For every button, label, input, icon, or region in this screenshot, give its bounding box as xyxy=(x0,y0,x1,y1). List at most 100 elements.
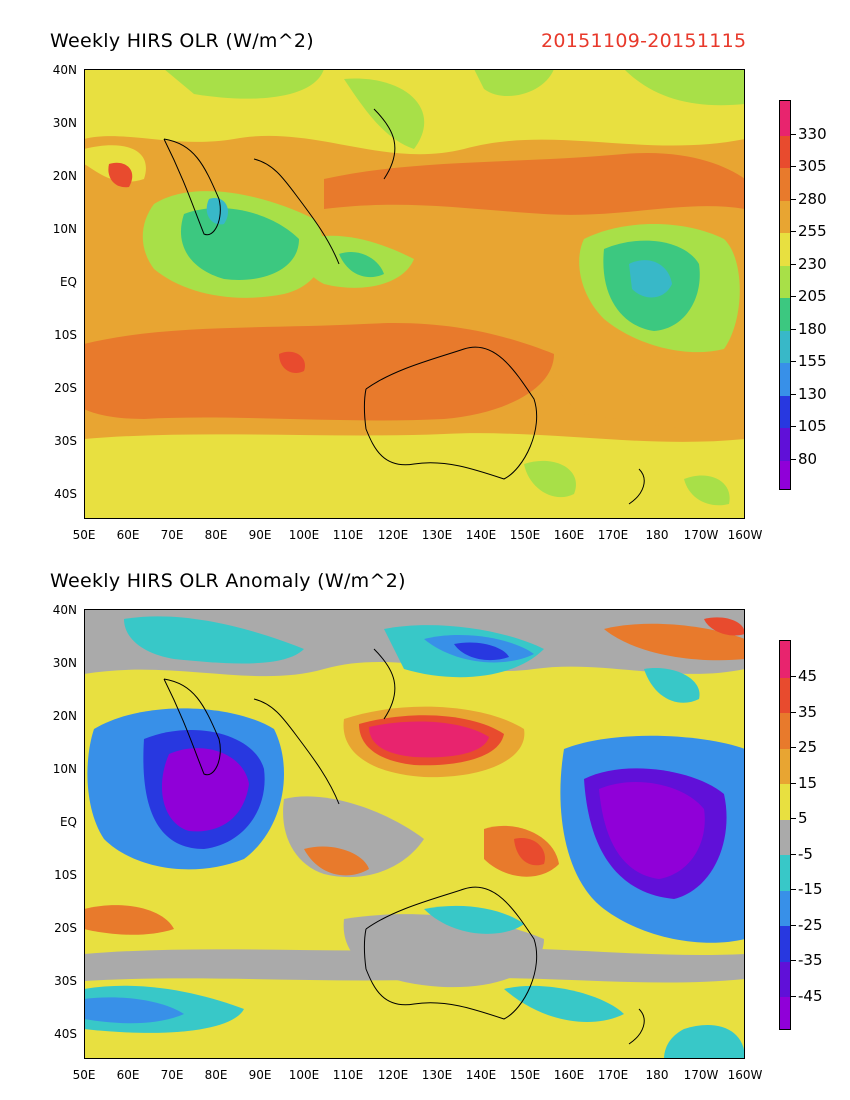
lon-label: 80E xyxy=(204,1068,228,1082)
colorbar-swatch xyxy=(780,784,790,820)
colorbar-label: 255 xyxy=(790,224,827,239)
olr-anomaly-map xyxy=(84,609,745,1059)
lon-label: 140E xyxy=(465,528,497,542)
lat-label: 20N xyxy=(52,169,77,183)
colorbar-label: -35 xyxy=(790,953,823,968)
lat-label: 30N xyxy=(52,656,77,670)
lon-label: 70E xyxy=(160,1068,184,1082)
lon-label: 70E xyxy=(160,528,184,542)
colorbar-label: 330 xyxy=(790,127,827,142)
colorbar-label: 5 xyxy=(790,811,808,826)
bottom-colorbar xyxy=(779,640,791,1030)
lon-label: 130E xyxy=(421,528,453,542)
lon-label: 140E xyxy=(465,1068,497,1082)
lon-label: 60E xyxy=(116,1068,140,1082)
lon-label: 90E xyxy=(248,1068,272,1082)
colorbar-swatch xyxy=(780,962,790,997)
colorbar-swatch xyxy=(780,855,790,891)
colorbar-label: 155 xyxy=(790,354,827,369)
lon-label: 60E xyxy=(116,528,140,542)
colorbar-swatch xyxy=(780,298,790,331)
lat-label: 40S xyxy=(54,1027,77,1041)
colorbar-label: 45 xyxy=(790,669,817,684)
colorbar-swatch xyxy=(780,997,790,1029)
lat-label: 20N xyxy=(52,709,77,723)
lon-label: 170E xyxy=(597,528,629,542)
lon-label: 50E xyxy=(72,1068,96,1082)
colorbar-swatch xyxy=(780,428,790,461)
lon-label: 150E xyxy=(509,528,541,542)
lon-label: 160E xyxy=(553,528,585,542)
lat-label: 20S xyxy=(54,381,77,395)
colorbar-swatch xyxy=(780,713,790,749)
lat-label: 10S xyxy=(54,868,77,882)
lat-label: 10N xyxy=(52,762,77,776)
lat-label: 30S xyxy=(54,434,77,448)
lon-label: 170E xyxy=(597,1068,629,1082)
colorbar-swatch xyxy=(780,101,790,136)
lat-label: EQ xyxy=(59,815,77,829)
lon-label: 180 xyxy=(645,1068,669,1082)
colorbar-swatch xyxy=(780,749,790,784)
colorbar-label: 205 xyxy=(790,289,827,304)
bottom-panel-title: Weekly HIRS OLR Anomaly (W/m^2) xyxy=(50,570,406,592)
lon-label: 130E xyxy=(421,1068,453,1082)
lat-label: 30N xyxy=(52,116,77,130)
colorbar-swatch xyxy=(780,678,790,713)
lat-label: 40N xyxy=(52,63,77,77)
lat-label: 40S xyxy=(54,487,77,501)
lat-label: 30S xyxy=(54,974,77,988)
colorbar-label: -5 xyxy=(790,847,813,862)
colorbar-label: 230 xyxy=(790,257,827,272)
lat-label: EQ xyxy=(59,275,77,289)
lon-label: 120E xyxy=(377,1068,409,1082)
colorbar-label: -45 xyxy=(790,989,823,1004)
colorbar-swatch xyxy=(780,168,790,201)
colorbar-swatch xyxy=(780,363,790,396)
colorbar-swatch xyxy=(780,820,790,855)
colorbar-label: 15 xyxy=(790,776,817,791)
lon-label: 110E xyxy=(332,528,364,542)
lon-label: 120E xyxy=(377,528,409,542)
colorbar-label: 180 xyxy=(790,322,827,337)
colorbar-label: 305 xyxy=(790,159,827,174)
colorbar-label: 80 xyxy=(790,452,817,467)
colorbar-swatch xyxy=(780,136,790,168)
date-range: 20151109-20151115 xyxy=(541,30,747,52)
colorbar-swatch xyxy=(780,396,790,428)
lon-label: 110E xyxy=(332,1068,364,1082)
lat-label: 10S xyxy=(54,328,77,342)
colorbar-swatch xyxy=(780,926,790,962)
colorbar-swatch xyxy=(780,266,790,298)
colorbar-swatch xyxy=(780,201,790,233)
top-panel-title: Weekly HIRS OLR (W/m^2) xyxy=(50,30,315,52)
lon-label: 100E xyxy=(288,528,320,542)
lon-label: 170W xyxy=(683,528,719,542)
colorbar-label: -25 xyxy=(790,918,823,933)
lon-label: 100E xyxy=(288,1068,320,1082)
colorbar-swatch xyxy=(780,331,790,363)
lon-label: 90E xyxy=(248,528,272,542)
colorbar-swatch xyxy=(780,461,790,489)
colorbar-label: 35 xyxy=(790,705,817,720)
colorbar-label: 280 xyxy=(790,192,827,207)
colorbar-label: 130 xyxy=(790,387,827,402)
lon-label: 150E xyxy=(509,1068,541,1082)
colorbar-label: 25 xyxy=(790,740,817,755)
lon-label: 50E xyxy=(72,528,96,542)
lon-label: 80E xyxy=(204,528,228,542)
lat-label: 40N xyxy=(52,603,77,617)
colorbar-swatch xyxy=(780,891,790,926)
lon-label: 170W xyxy=(683,1068,719,1082)
lon-label: 160W xyxy=(727,528,763,542)
colorbar-swatch xyxy=(780,641,790,678)
lon-label: 160W xyxy=(727,1068,763,1082)
lon-label: 180 xyxy=(645,528,669,542)
colorbar-label: -15 xyxy=(790,882,823,897)
colorbar-label: 105 xyxy=(790,419,827,434)
lat-label: 10N xyxy=(52,222,77,236)
olr-map xyxy=(84,69,745,519)
colorbar-swatch xyxy=(780,233,790,266)
lat-label: 20S xyxy=(54,921,77,935)
lon-label: 160E xyxy=(553,1068,585,1082)
